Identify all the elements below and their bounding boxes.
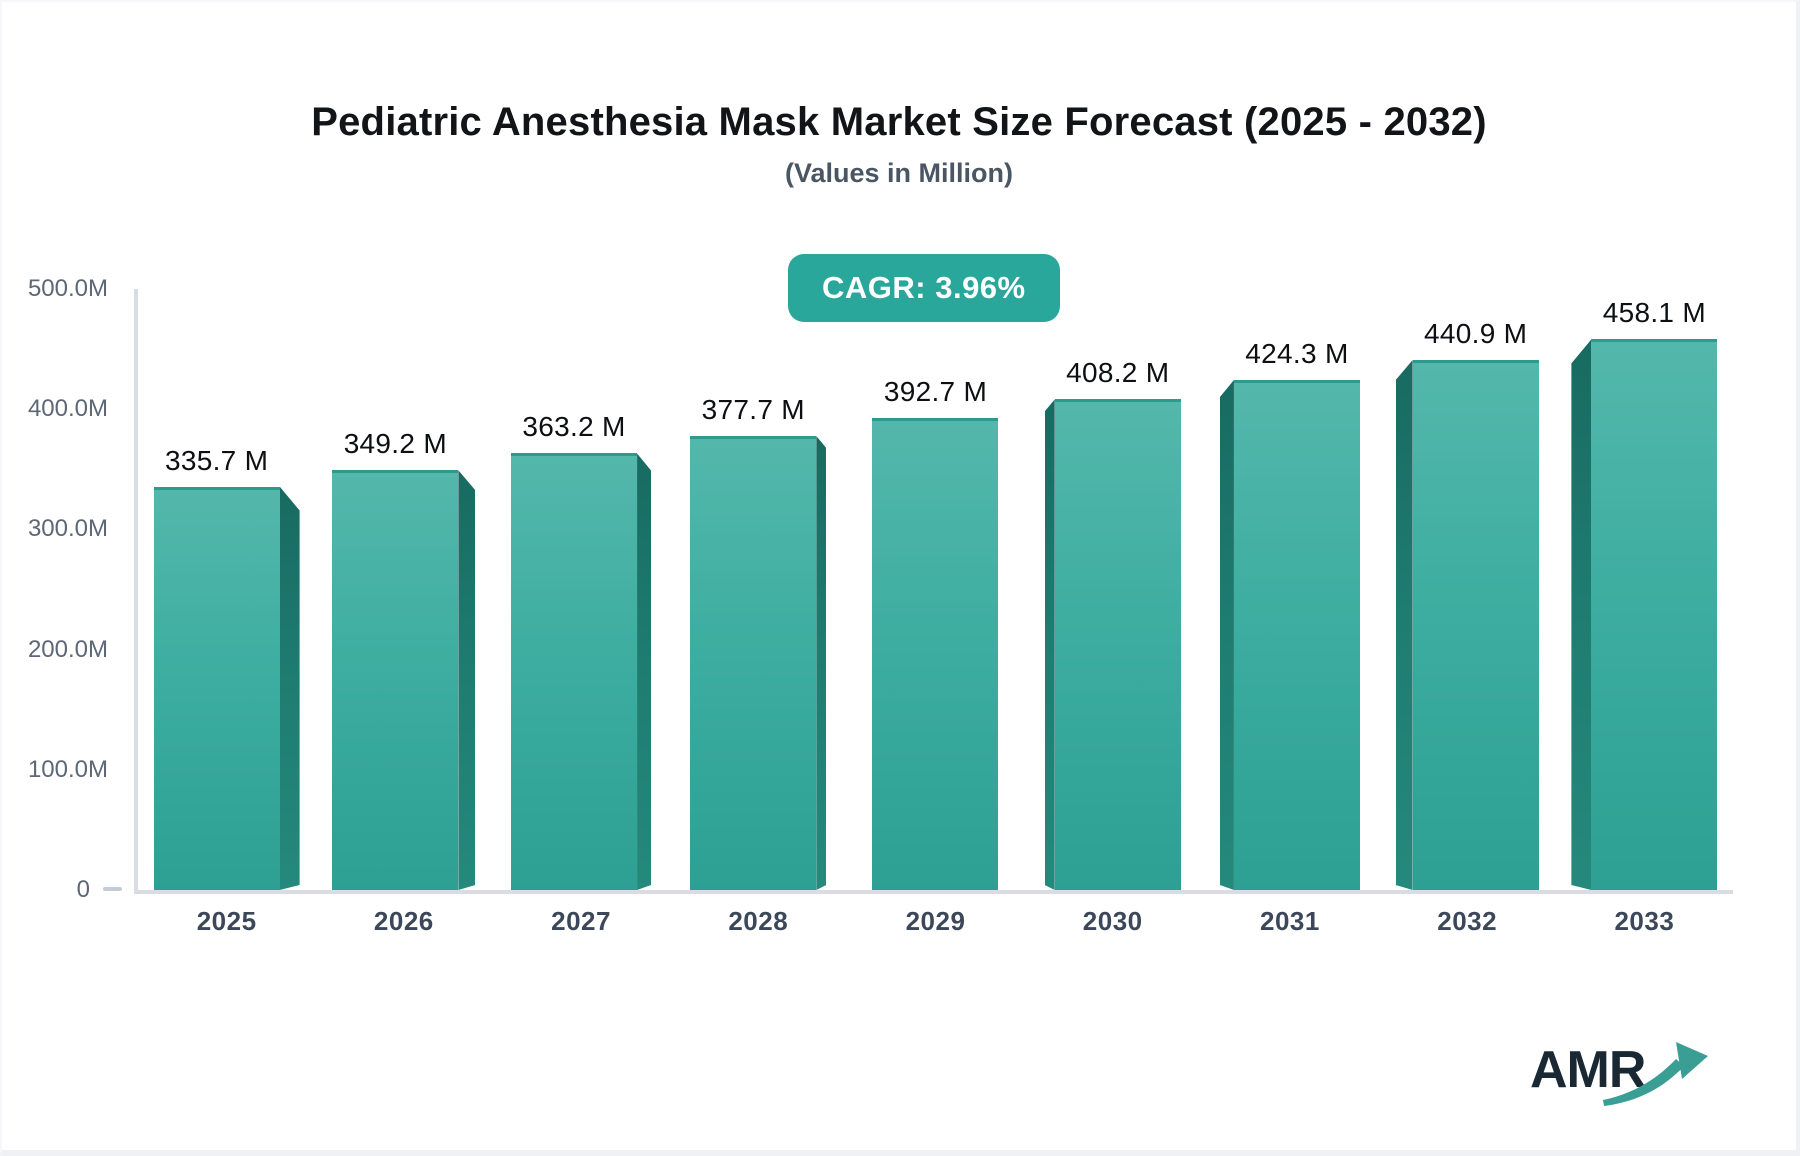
x-axis-label: 2033	[1614, 906, 1675, 936]
bar-2029	[872, 417, 999, 890]
x-axis-label: 2032	[1437, 906, 1498, 936]
bar-group-2032	[1396, 360, 1539, 890]
amr-logo-text: AMR	[1530, 1041, 1646, 1099]
growth-arrow-icon	[1603, 1042, 1708, 1106]
bar-slot-2028: 377.7 M 2028	[670, 289, 847, 936]
x-axis-label: 2027	[551, 906, 611, 936]
bar-slot-2025: 335.7 M 2025	[138, 289, 315, 936]
bar-2025	[153, 486, 280, 890]
y-axis-tick-label: 300.0M	[27, 515, 108, 543]
x-axis-label: 2025	[196, 906, 257, 936]
bar-group-2025	[153, 486, 300, 891]
bar-value-label: 335.7 M	[164, 444, 269, 476]
bar-value-label: 458.1 M	[1602, 297, 1707, 329]
cagr-badge: CAGR: 3.96%	[788, 254, 1060, 322]
bar-group-2033	[1571, 339, 1718, 890]
bar-2032	[1412, 360, 1539, 890]
bar-2031	[1233, 380, 1360, 890]
bar-value-label: 363.2 M	[522, 411, 626, 443]
bar-value-label: 349.2 M	[343, 428, 447, 460]
y-axis-tick-label: 0	[76, 876, 90, 903]
bar-side-2028	[816, 436, 826, 890]
bar-value-label: 408.2 M	[1066, 357, 1170, 389]
y-axis-tick-label: 500.0M	[27, 275, 108, 302]
bar-group-2029	[872, 417, 999, 890]
bar-side-2027	[637, 453, 651, 890]
x-axis-label: 2026	[373, 906, 434, 936]
bar-slot-2033: 458.1 M 2033	[1556, 289, 1733, 936]
amr-logo: AMR	[1530, 1034, 1730, 1118]
bar-value-label: 377.7 M	[701, 394, 805, 426]
bar-group-2031	[1220, 380, 1360, 890]
bar-2033	[1591, 339, 1718, 890]
bar-2026	[332, 470, 459, 890]
y-axis-tick-label: 100.0M	[27, 755, 108, 783]
y-axis-tick-label: 400.0M	[27, 395, 108, 423]
bar-value-label: 440.9 M	[1424, 318, 1528, 350]
y-axis-tick-label: 200.0M	[27, 635, 108, 663]
bar-group-2027	[511, 453, 651, 890]
x-axis-label: 2031	[1260, 906, 1320, 936]
x-axis-label: 2030	[1082, 906, 1143, 936]
bar-group-2030	[1045, 399, 1181, 890]
bar-slot-2032: 440.9 M 2032	[1379, 289, 1556, 936]
bar-2030	[1054, 399, 1181, 890]
bar-2028	[690, 436, 817, 890]
bar-side-2025	[280, 487, 300, 891]
bar-slot-2026: 349.2 M 2026	[315, 289, 492, 936]
bar-side-2033	[1571, 339, 1591, 890]
chart-subtitle: (Values in Million)	[784, 158, 1014, 188]
plot-area: 0 100.0M 200.0M 300.0M 400.0M 500.0M 335.7 M 20…	[28, 275, 1733, 936]
x-axis-label: 2029	[905, 906, 966, 936]
chart-title: Pediatric Anesthesia Mask Market Size Fo…	[311, 100, 1487, 144]
bar-value-label: 424.3 M	[1245, 338, 1349, 369]
bar-slot-2030: 408.2 M 2030	[1024, 289, 1201, 936]
bar-slot-2029: 392.7 M 2029	[847, 289, 1024, 936]
zero-tick-mark	[103, 887, 122, 891]
bar-side-2030	[1045, 399, 1055, 890]
bar-slot-2027: 363.2 M 2027	[492, 289, 669, 936]
bar-group-2028	[690, 436, 826, 890]
chart-header: Pediatric Anesthesia Mask Market Size Fo…	[2, 2, 1796, 189]
bar-side-2032	[1396, 360, 1413, 890]
bar-value-label: 392.7 M	[883, 375, 988, 407]
bar-slot-2031: 424.3 M 2031	[1201, 289, 1378, 936]
x-axis-label: 2028	[728, 906, 789, 936]
bar-side-2031	[1220, 380, 1234, 890]
bar-group-2026	[332, 470, 475, 890]
bar-2027	[511, 453, 638, 890]
bar-side-2026	[458, 470, 475, 890]
